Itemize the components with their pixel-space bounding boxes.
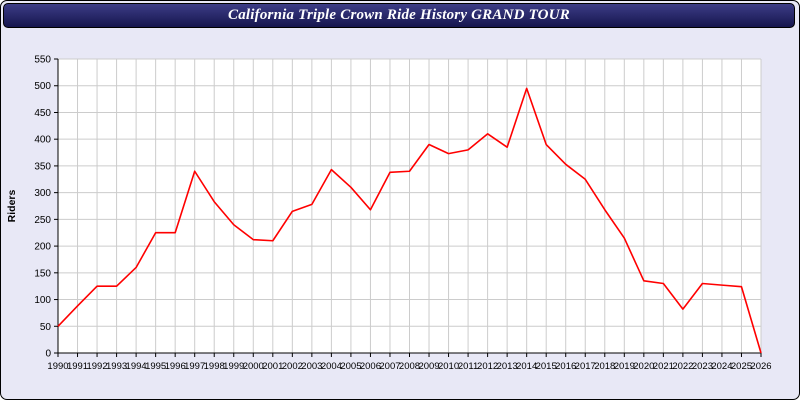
x-tick-label: 1995 xyxy=(145,361,166,372)
ride-history-line-chart: 0501001502002503003504004505005501990199… xyxy=(6,55,772,373)
x-tick-label: 2020 xyxy=(633,361,654,372)
x-tick-label: 2003 xyxy=(301,361,322,372)
x-tick-label: 2023 xyxy=(692,361,713,372)
y-tick-label: 250 xyxy=(34,215,51,226)
x-tick-label: 2018 xyxy=(594,361,615,372)
x-tick-label: 2019 xyxy=(614,361,635,372)
x-tick-label: 2022 xyxy=(672,361,693,372)
x-tick-label: 2011 xyxy=(458,361,478,372)
y-tick-label: 500 xyxy=(34,81,51,92)
x-tick-label: 1996 xyxy=(165,361,186,372)
y-tick-label: 400 xyxy=(34,135,51,146)
y-tick-label: 300 xyxy=(34,188,51,199)
x-tick-label: 1991 xyxy=(67,361,88,372)
x-tick-label: 2026 xyxy=(750,361,771,372)
y-axis-title: Riders xyxy=(6,190,18,223)
x-tick-label: 2007 xyxy=(379,361,400,372)
x-tick-label: 2004 xyxy=(321,361,342,372)
x-tick-label: 2025 xyxy=(731,361,752,372)
x-tick-label: 2024 xyxy=(711,361,732,372)
x-tick-label: 2000 xyxy=(243,361,264,372)
x-tick-label: 1994 xyxy=(126,361,147,372)
chart-container: 0 50 100 150 200 250 300 350 400 450 500 550 1990 199… xyxy=(1,43,799,397)
x-tick-label: 2017 xyxy=(575,361,596,372)
x-tick-label: 1998 xyxy=(204,361,225,372)
x-tick-label: 2009 xyxy=(418,361,439,372)
x-tick-label: 2005 xyxy=(340,361,361,372)
page-title: California Triple Crown Ride History GRA… xyxy=(228,7,570,23)
chart-title-bar: California Triple Crown Ride History GRA… xyxy=(3,3,795,28)
x-tick-label: 1993 xyxy=(106,361,127,372)
x-tick-label: 1997 xyxy=(184,361,205,372)
x-tick-label: 2015 xyxy=(536,361,557,372)
x-tick-label: 2012 xyxy=(477,361,498,372)
y-tick-label: 100 xyxy=(34,295,51,306)
x-tick-label: 1999 xyxy=(223,361,244,372)
x-tick-label: 1990 xyxy=(47,361,68,372)
x-tick-label: 2006 xyxy=(360,361,381,372)
x-tick-label: 2010 xyxy=(438,361,459,372)
y-tick-label: 350 xyxy=(34,161,51,172)
x-tick-label: 2016 xyxy=(555,361,576,372)
y-tick-label: 200 xyxy=(34,242,51,253)
series-line-riders xyxy=(57,87,762,354)
y-tick-label: 450 xyxy=(34,108,51,119)
y-tick-label: 50 xyxy=(40,322,52,333)
x-tick-label: 2021 xyxy=(653,361,674,372)
x-tick-label: 2001 xyxy=(262,361,283,372)
x-tick-label: 2014 xyxy=(516,361,537,372)
x-tick-label: 2008 xyxy=(399,361,420,372)
y-tick-label: 0 xyxy=(45,349,51,360)
x-tick-label: 2013 xyxy=(497,361,518,372)
y-tick-label: 150 xyxy=(34,268,51,279)
y-tick-label: 550 xyxy=(34,55,51,66)
x-tick-label: 1992 xyxy=(86,361,107,372)
x-tick-label: 2002 xyxy=(282,361,303,372)
